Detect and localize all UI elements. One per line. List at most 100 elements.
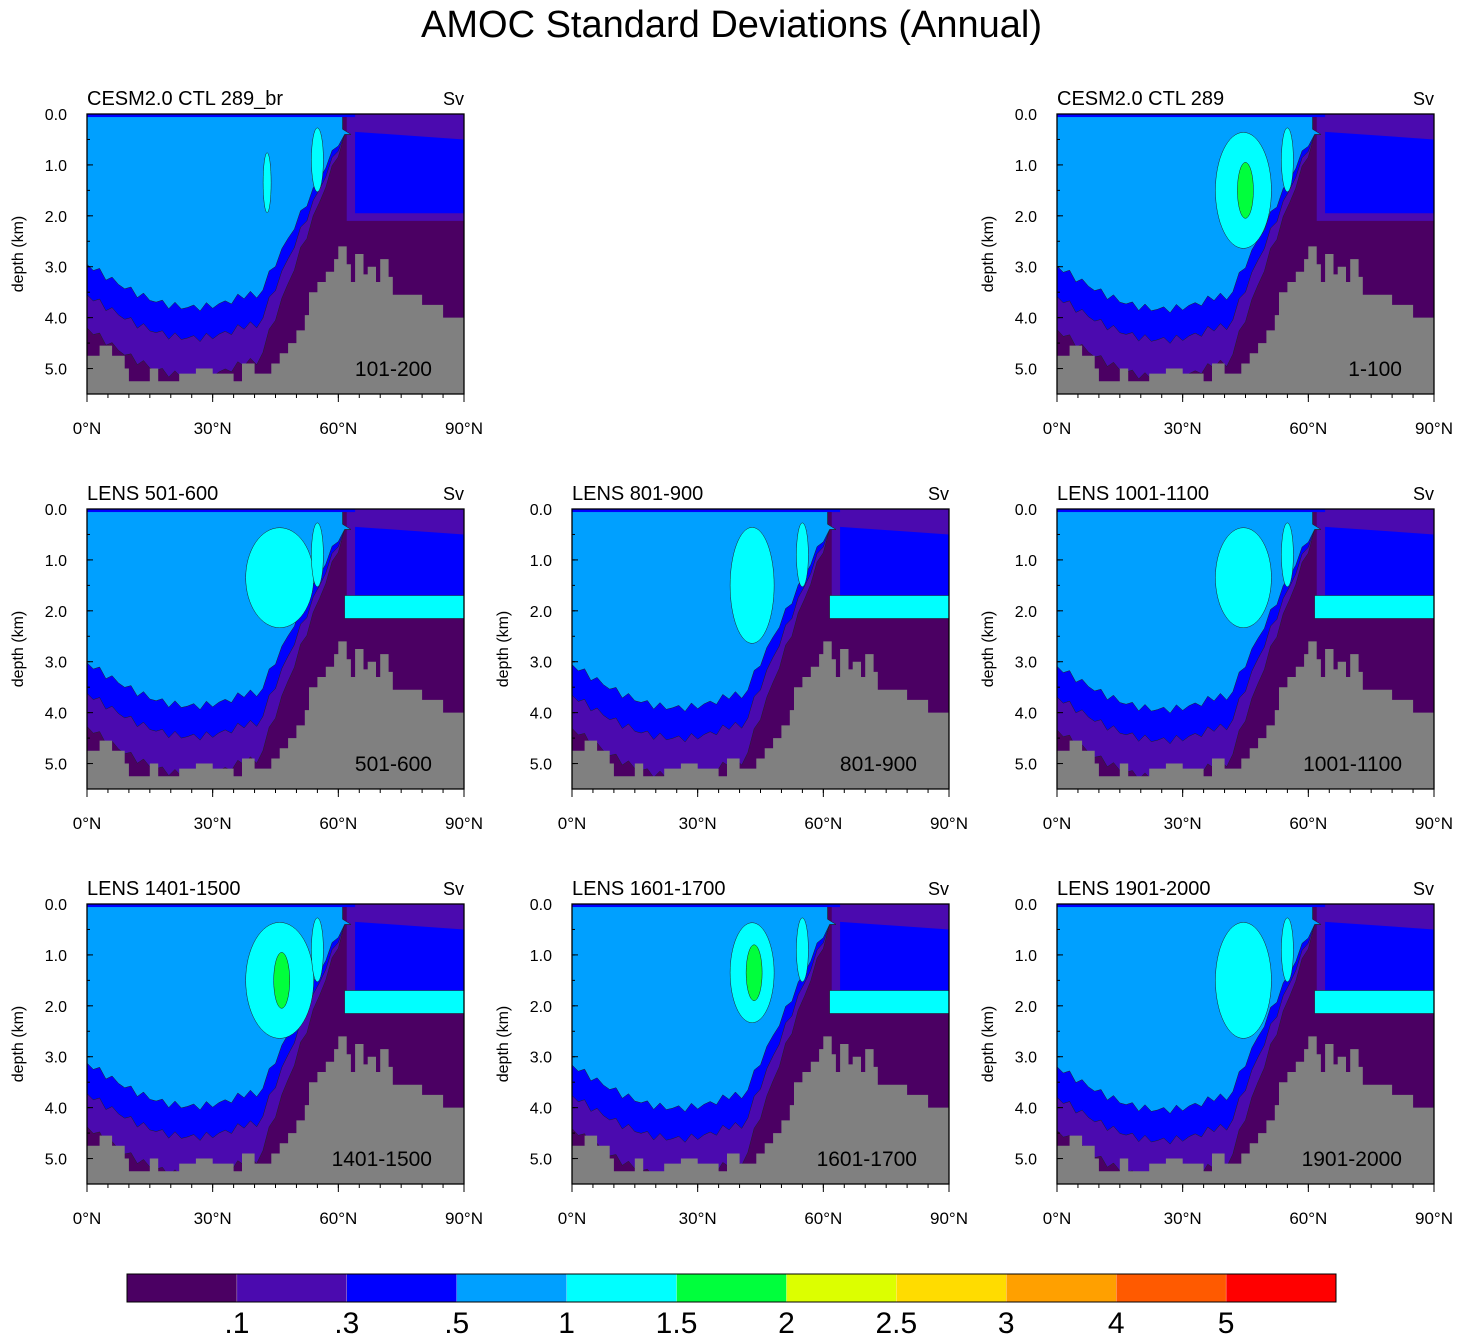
panel-period: 801-900 (840, 753, 917, 776)
colorbar-swatch (1006, 1273, 1117, 1303)
bathymetry (572, 1036, 949, 1184)
panel-units: Sv (443, 484, 464, 504)
surface-band (87, 904, 356, 908)
y-tick-label: 2.0 (1015, 604, 1037, 621)
panel-period: 1001-1100 (1303, 753, 1402, 776)
core-north (796, 522, 809, 588)
surface-band (87, 114, 356, 118)
x-tick-label: 0°N (558, 1209, 587, 1228)
contour-field (1057, 509, 1434, 789)
core-north (311, 127, 324, 193)
colorbar-label: 2 (778, 1307, 795, 1340)
y-axis-label: depth (km) (10, 1006, 27, 1082)
panel-units: Sv (1413, 879, 1434, 899)
y-tick-label: 0.0 (45, 502, 67, 519)
x-tick-label: 0°N (1043, 419, 1072, 438)
panel-title: LENS 501-600 (87, 483, 218, 505)
y-tick-label: 5.0 (45, 757, 67, 774)
core-1.5 (729, 527, 775, 644)
y-tick-label: 2.0 (530, 604, 552, 621)
band-north-2 (355, 526, 464, 609)
core-north (796, 917, 809, 983)
y-axis-label: depth (km) (980, 611, 997, 687)
y-tick-label: 3.0 (1015, 260, 1037, 277)
y-tick-label: 4.0 (530, 1101, 552, 1118)
contour-field (1057, 114, 1434, 394)
bathymetry (87, 246, 464, 394)
y-tick-label: 2.0 (45, 604, 67, 621)
band-north-2 (1325, 131, 1434, 214)
core-north (311, 917, 324, 983)
bathymetry (1057, 641, 1434, 789)
colorbar-label: 4 (1108, 1307, 1125, 1340)
surface-band (572, 509, 841, 513)
surface-band (1057, 509, 1326, 513)
panel-period: 1601-1700 (817, 1148, 917, 1171)
core-1.5 (245, 527, 314, 628)
panel-period: 1901-2000 (1302, 1148, 1402, 1171)
x-tick-label: 90°N (930, 814, 968, 833)
colorbar-label: .1 (224, 1307, 249, 1340)
y-tick-label: 1.0 (45, 553, 67, 570)
contour-field (1057, 904, 1434, 1184)
panel-title: LENS 1001-1100 (1057, 483, 1209, 505)
y-tick-label: 0.0 (45, 897, 67, 914)
y-tick-label: 2.0 (1015, 209, 1037, 226)
surface-band (1057, 114, 1326, 118)
panel-p4: LENS 801-900 Sv 801-900 0.0 1.0 2.0 3.0 4.0 5.0 d… (495, 483, 968, 833)
y-tick-label: 3.0 (45, 655, 67, 672)
panel-p5: LENS 1001-1100 Sv 1001-1100 0.0 1.0 2.0 3.0 4.0… (980, 483, 1453, 833)
colorbar-swatch (236, 1273, 348, 1303)
panel-period: 501-600 (355, 753, 432, 776)
y-axis-label: depth (km) (980, 1006, 997, 1082)
x-tick-label: 0°N (73, 814, 102, 833)
band-north-2 (1325, 526, 1434, 609)
colorbar-swatch (896, 1273, 1007, 1303)
panel-p7: LENS 1601-1700 Sv 1601-1700 0.0 1.0 2.0 3.0 4.0… (495, 878, 968, 1228)
core-1.5 (1215, 922, 1272, 1039)
colorbar-label: .5 (444, 1307, 469, 1340)
band-north-2 (355, 131, 464, 214)
colorbar-frame (126, 1273, 1337, 1303)
panel-period: 1-100 (1348, 358, 1402, 381)
panel-units: Sv (443, 89, 464, 109)
y-tick-label: 5.0 (45, 1152, 67, 1169)
panel-title: CESM2.0 CTL 289_br (87, 88, 283, 110)
x-tick-label: 90°N (930, 1209, 968, 1228)
x-tick-label: 90°N (445, 814, 483, 833)
y-tick-label: 1.0 (530, 948, 552, 965)
colorbar-label: 1.5 (656, 1307, 698, 1340)
y-tick-label: 1.0 (1015, 553, 1037, 570)
x-tick-label: 60°N (1289, 419, 1327, 438)
panel-units: Sv (1413, 89, 1434, 109)
colorbar-swatch (456, 1273, 568, 1303)
overflow-band (344, 595, 464, 619)
overflow-band (344, 990, 464, 1014)
overflow-band (1314, 990, 1434, 1014)
y-tick-label: 5.0 (45, 362, 67, 379)
x-tick-label: 60°N (804, 1209, 842, 1228)
colorbar-label: 3 (998, 1307, 1015, 1340)
panel-p3: LENS 501-600 Sv 501-600 0.0 1.0 2.0 3.0 4.0 5.0 d… (10, 483, 483, 833)
band-north-2 (840, 921, 949, 1004)
x-tick-label: 60°N (804, 814, 842, 833)
bathymetry (1057, 1036, 1434, 1184)
surface-band (1057, 904, 1326, 908)
colorbar-swatch (1225, 1273, 1337, 1303)
y-tick-label: 4.0 (530, 706, 552, 723)
y-axis-label: depth (km) (10, 611, 27, 687)
colorbar-label: 5 (1218, 1307, 1235, 1340)
y-tick-label: 2.0 (45, 209, 67, 226)
bathymetry (1057, 246, 1434, 394)
y-tick-label: 5.0 (530, 757, 552, 774)
x-tick-label: 30°N (194, 814, 232, 833)
core-2 (745, 944, 763, 1001)
x-tick-label: 30°N (1164, 1209, 1202, 1228)
x-tick-label: 60°N (319, 1209, 357, 1228)
bathymetry (572, 641, 949, 789)
colorbar-swatch (126, 1273, 238, 1303)
y-tick-label: 3.0 (45, 1050, 67, 1067)
x-tick-label: 90°N (1415, 1209, 1453, 1228)
figure-title: AMOC Standard Deviations (Annual) (421, 4, 1042, 46)
